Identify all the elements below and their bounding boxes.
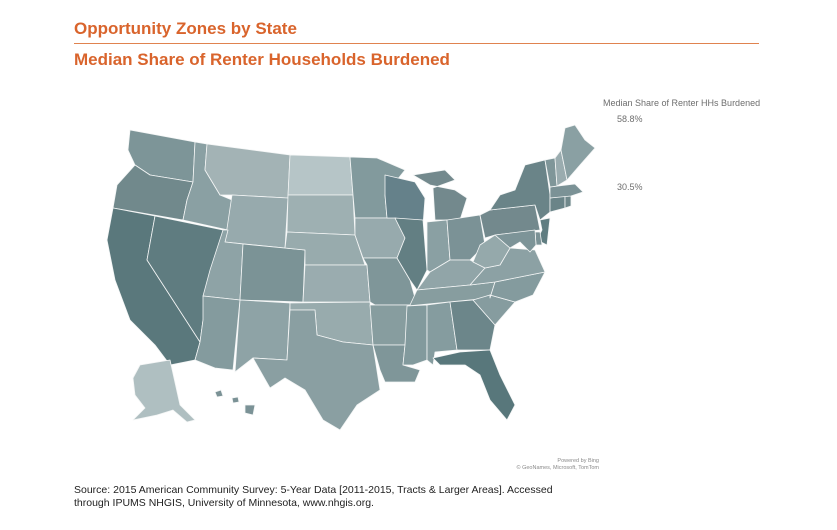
state-KS[interactable] — [302, 264, 371, 303]
state-NY[interactable] — [489, 159, 551, 221]
state-TX[interactable] — [252, 309, 381, 431]
us-choropleth-map[interactable] — [95, 120, 615, 440]
state-WI[interactable] — [384, 174, 426, 226]
state-FL[interactable] — [432, 349, 516, 421]
state-MD[interactable] — [494, 229, 537, 253]
state-AR[interactable] — [369, 304, 411, 346]
state-SD[interactable] — [286, 194, 356, 236]
state-AK[interactable] — [132, 359, 196, 423]
state-RI[interactable] — [564, 195, 572, 209]
state-MT[interactable] — [204, 143, 291, 199]
state-MS[interactable] — [402, 304, 428, 366]
map-title: Opportunity Zones by State — [74, 19, 297, 38]
source-note: Source: 2015 American Community Survey: … — [74, 484, 553, 509]
state-WY[interactable] — [224, 194, 289, 249]
state-CO[interactable] — [239, 243, 306, 303]
state-ME[interactable] — [560, 124, 596, 181]
attribution-copyright: © GeoNames, Microsoft, TomTom — [516, 465, 600, 471]
map-attribution: Powered by Bing © GeoNames, Microsoft, T… — [517, 458, 600, 472]
title-divider — [74, 43, 759, 44]
legend-min-label: 30.5% — [617, 182, 643, 192]
state-MA[interactable] — [549, 183, 584, 199]
legend-title: Median Share of Renter HHs Burdened — [603, 98, 761, 108]
state-ND[interactable] — [287, 154, 354, 196]
state-IA[interactable] — [354, 217, 406, 259]
legend-max-label: 58.8% — [617, 114, 643, 124]
state-IL[interactable] — [394, 217, 428, 291]
attribution-powered-by: Powered by Bing — [557, 458, 599, 464]
map-subtitle: Median Share of Renter Households Burden… — [74, 50, 450, 69]
state-CT[interactable] — [549, 195, 566, 213]
state-HI[interactable] — [214, 389, 256, 416]
map-canvas[interactable] — [95, 120, 615, 440]
